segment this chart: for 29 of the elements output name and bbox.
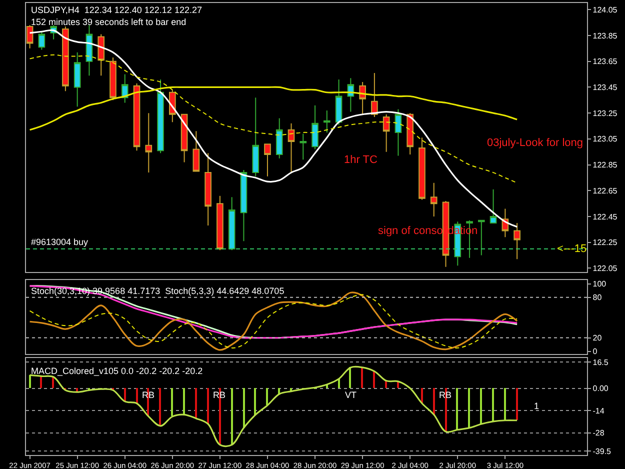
y-tick-label: 122.85 xyxy=(592,160,618,170)
text: <---15 xyxy=(557,243,587,255)
annotation: VT xyxy=(345,390,358,400)
chart-title: USDJPY,H4 122.34 122.40 122.12 122.27 xyxy=(31,5,202,15)
y-tick-label: 123.65 xyxy=(592,57,618,66)
y-tick-label: 123.25 xyxy=(592,108,618,118)
text: 1 xyxy=(534,401,540,411)
y-tick-label: 123.85 xyxy=(592,31,618,40)
y-tick-label: 0 xyxy=(592,347,598,356)
y-tick-label: 124.05 xyxy=(592,5,618,14)
annotation: 1hr TC xyxy=(344,154,378,166)
ref-line-label: #9613004 buy xyxy=(31,237,89,247)
y-tick-label: 16.5 xyxy=(592,358,609,367)
text: MACD_Colored_v105 0.0 -20.2 -20.2 -20.2 xyxy=(31,366,203,376)
y-tick-label: 122.05 xyxy=(592,264,618,274)
y-tick-label: -39.5 xyxy=(592,446,612,456)
text: 152 minutes 39 seconds left to bar end xyxy=(31,17,186,27)
y-tick-label: 122.45 xyxy=(592,212,618,222)
y-tick-label: 20 xyxy=(592,334,602,343)
y-tick-label: -14 xyxy=(592,406,605,416)
y-tick-label: 123.45 xyxy=(592,83,618,92)
annotation: 03july-Look for long xyxy=(487,137,584,149)
y-tick-label: 0.00 xyxy=(592,384,609,394)
y-tick-label: 123.05 xyxy=(592,134,618,144)
y-tick-label: -28 xyxy=(592,428,605,438)
y-tick-label: 100 xyxy=(592,280,607,289)
y-tick-label: 80 xyxy=(592,293,602,302)
y-tick-label: 122.65 xyxy=(592,186,618,196)
y-tick-label: 122.25 xyxy=(592,238,618,248)
